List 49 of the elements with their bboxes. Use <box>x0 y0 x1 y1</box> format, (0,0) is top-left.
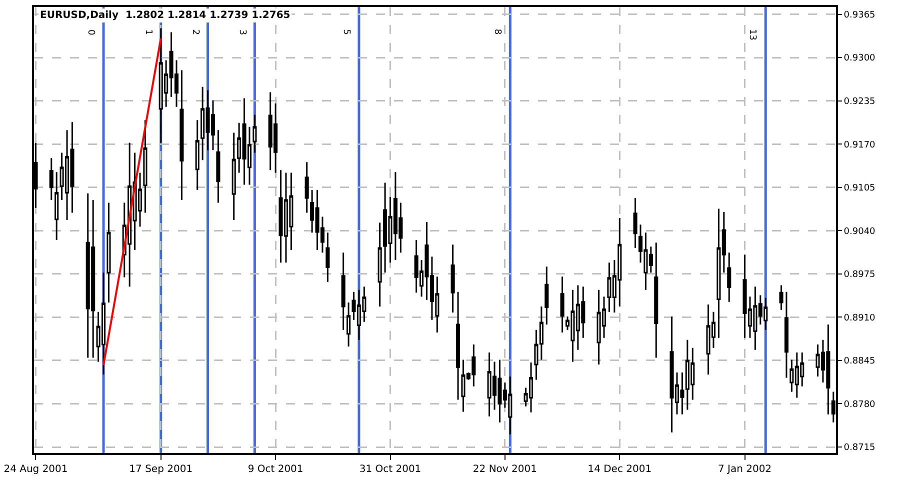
y-tick-label: 0.9040 <box>844 226 876 237</box>
ref-line-label: 5 <box>341 29 352 35</box>
y-tick-label: 0.9235 <box>844 97 876 108</box>
candlestick <box>654 242 658 359</box>
candlestick <box>106 202 111 304</box>
candlestick <box>784 291 788 379</box>
candlestick <box>216 129 220 204</box>
candlestick <box>326 232 330 283</box>
candlestick <box>727 252 732 303</box>
x-tick-label: 17 Sep 2001 <box>129 464 193 475</box>
candlestick <box>544 266 549 326</box>
candlestick <box>143 119 148 214</box>
candlestick <box>54 171 59 241</box>
candlestick <box>633 197 638 249</box>
candlestick <box>450 244 455 314</box>
candlestick <box>831 391 836 424</box>
candlestick <box>779 284 784 311</box>
y-tick-label: 0.9365 <box>844 10 876 20</box>
candlestick <box>304 161 309 214</box>
candlestick <box>560 276 564 334</box>
x-tick-label: 31 Oct 2001 <box>359 464 422 475</box>
x-tick-label: 22 Nov 2001 <box>472 464 537 475</box>
y-tick-label: 0.9300 <box>844 54 876 64</box>
y-tick-label: 0.9170 <box>844 140 876 150</box>
candlestick <box>341 252 346 331</box>
candlestick <box>180 69 184 201</box>
y-tick-label: 0.8910 <box>844 313 876 324</box>
ref-line-label: 3 <box>236 29 247 36</box>
y-tick-label: 0.8715 <box>844 443 876 454</box>
x-tick-label: 24 Aug 2001 <box>4 464 68 475</box>
candlestick <box>49 157 54 201</box>
candlestick <box>378 222 382 308</box>
candlestick <box>456 291 460 400</box>
x-tick-label: 7 Jan 2002 <box>718 464 772 475</box>
x-tick-label: 14 Dec 2001 <box>588 464 652 475</box>
y-tick-label: 0.9105 <box>844 184 876 194</box>
ref-line-label: 1 <box>142 29 153 35</box>
ref-line-label: 8 <box>492 28 502 35</box>
chart-title: EURUSD,Daily 1.2802 1.2814 1.2739 1.2765 <box>40 10 290 21</box>
ref-line-label: 2 <box>190 29 200 36</box>
y-tick-label: 0.8975 <box>844 270 876 280</box>
x-tick-label: 9 Oct 2001 <box>248 464 304 475</box>
candlestick <box>195 119 200 191</box>
ref-line-label: 0 <box>86 30 96 36</box>
ref-line-label: 13 <box>747 28 758 40</box>
y-tick-label: 0.8845 <box>844 356 876 367</box>
candlestick <box>252 114 257 154</box>
y-tick-label: 0.8780 <box>844 400 876 410</box>
candlestick <box>346 302 351 348</box>
